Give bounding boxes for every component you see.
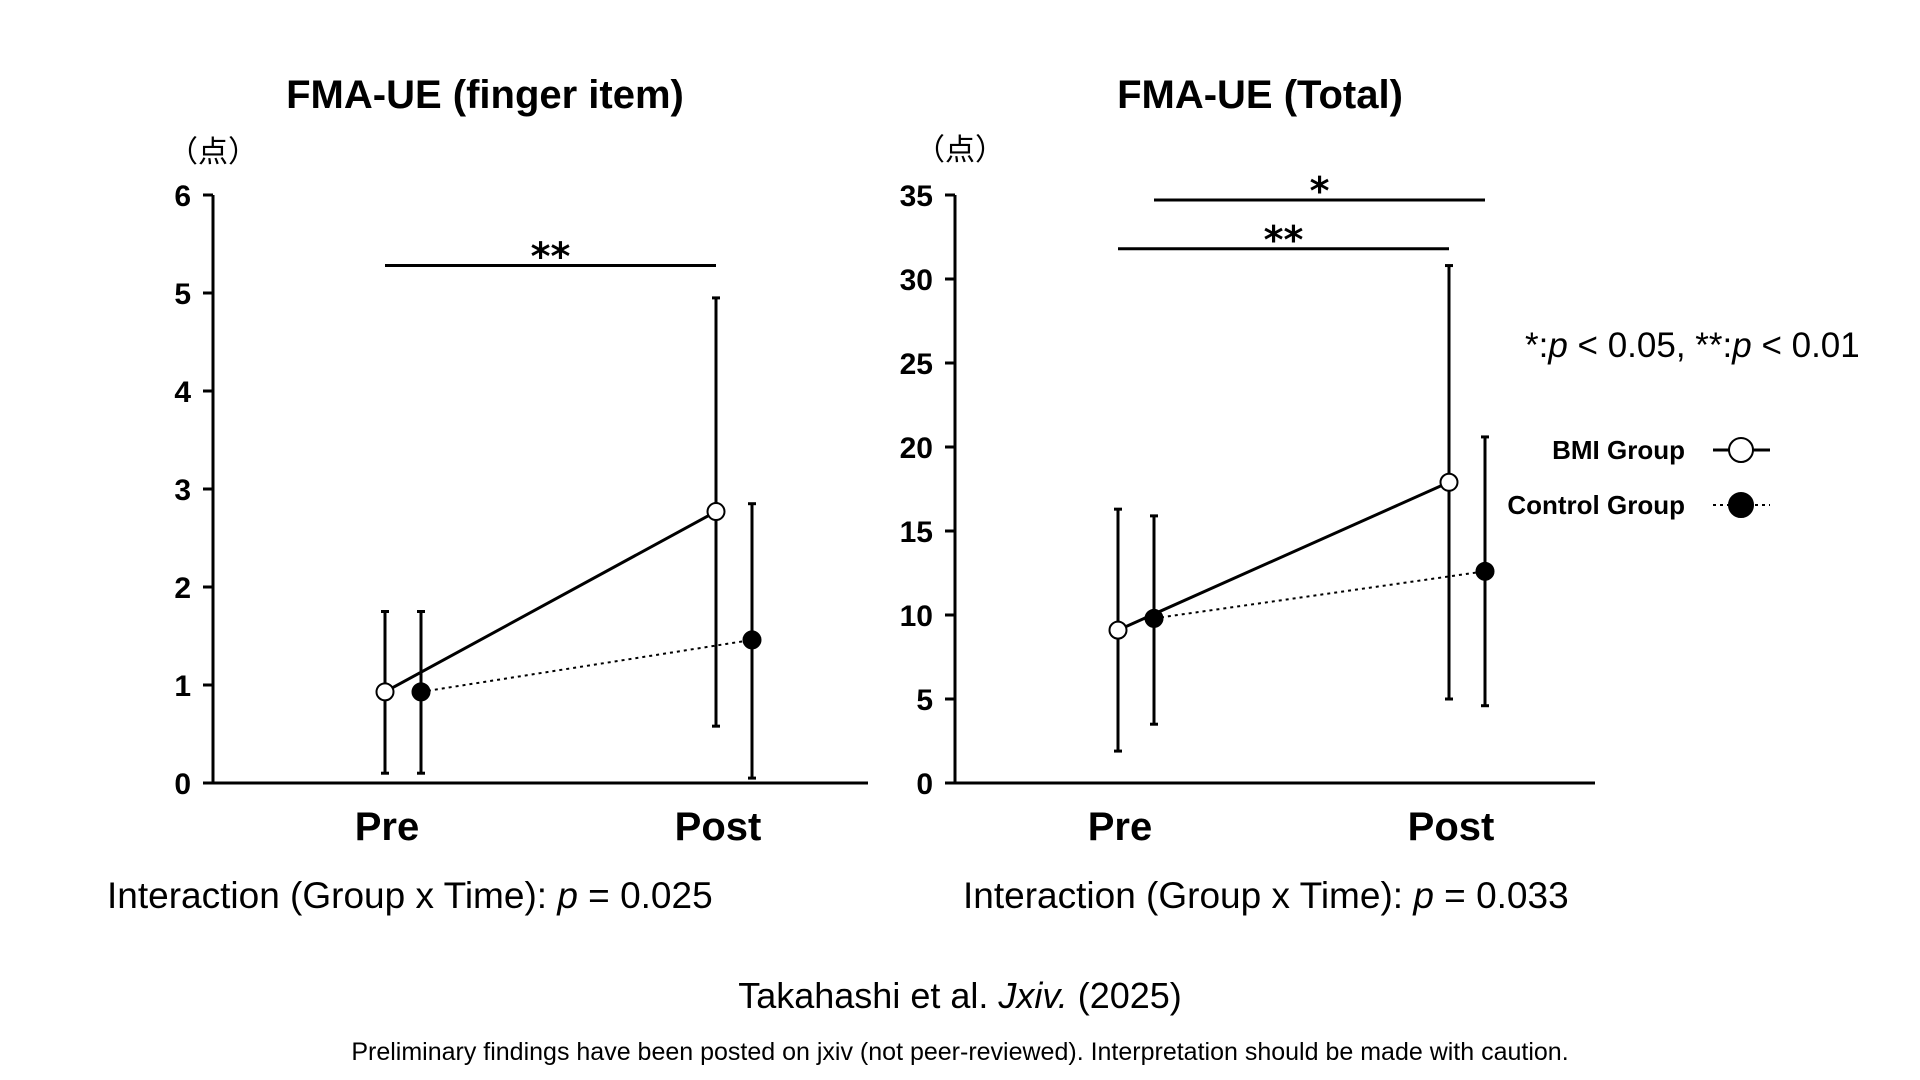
data-point-bmi — [1439, 472, 1459, 492]
citation-authors: Takahashi et al. — [738, 975, 999, 1016]
interaction-prefix: Interaction (Group x Time): — [107, 875, 557, 916]
significance-label: ** — [1264, 218, 1304, 262]
chart-title: FMA-UE (Total) — [1117, 73, 1403, 117]
interaction-value: = 0.025 — [578, 875, 713, 916]
legend-marker — [1728, 437, 1754, 463]
note-part: < 0.05, **: — [1568, 326, 1732, 365]
y-tick-label: 6 — [174, 180, 191, 213]
y-tick-label: 20 — [900, 432, 933, 465]
legend-label: Control Group — [1507, 490, 1685, 520]
interaction-text: Interaction (Group x Time): p = 0.033 — [963, 875, 1569, 916]
data-point-bmi — [1108, 620, 1128, 640]
y-tick-label: 3 — [174, 474, 191, 507]
y-tick-label: 30 — [900, 264, 933, 297]
legend-label: BMI Group — [1552, 435, 1685, 465]
y-tick-label: 2 — [174, 572, 191, 605]
legend-marker — [1728, 492, 1754, 518]
data-point-control — [742, 630, 762, 650]
data-point-bmi — [375, 682, 395, 702]
x-tick-label: Pre — [1088, 805, 1153, 849]
data-point-bmi — [706, 502, 726, 522]
interaction-prefix: Interaction (Group x Time): — [963, 875, 1413, 916]
y-tick-label: 10 — [900, 600, 933, 633]
disclaimer: Preliminary findings have been posted on… — [351, 1038, 1569, 1066]
legend: BMI Group Control Group — [1507, 435, 1770, 520]
series-line-bmi — [384, 510, 717, 694]
interaction-p: p — [556, 875, 578, 916]
x-tick-label: Pre — [355, 805, 420, 849]
citation-journal: Jxiv. — [998, 975, 1068, 1016]
interaction-value: = 0.033 — [1434, 875, 1569, 916]
citation: Takahashi et al. Jxiv. (2025) — [0, 975, 1920, 1017]
significance-note: *:p < 0.05, **:p < 0.01 — [1525, 326, 1860, 365]
series-line-control — [1153, 570, 1486, 620]
y-axis-unit-label: （点） — [915, 133, 1005, 168]
y-tick-label: 1 — [174, 670, 191, 703]
note-part: < 0.01 — [1752, 326, 1860, 365]
citation-year: (2025) — [1067, 975, 1182, 1016]
y-axis-unit-label: （点） — [168, 135, 258, 170]
interaction-p: p — [1412, 875, 1434, 916]
y-tick-label: 15 — [900, 516, 933, 549]
y-tick-label: 4 — [174, 376, 191, 409]
note-part: *: — [1525, 326, 1548, 365]
data-point-control — [411, 682, 431, 702]
y-tick-label: 35 — [900, 180, 933, 213]
series-line-control — [420, 638, 753, 693]
data-point-control — [1475, 561, 1495, 581]
data-point-control — [1144, 608, 1164, 628]
chart-title: FMA-UE (finger item) — [286, 73, 684, 117]
chart-panel-1: FMA-UE (finger item) （点） 0 1 2 3 4 5 6 Pre Post ** I… — [107, 73, 868, 916]
significance-label: ** — [531, 235, 571, 279]
y-tick-label: 25 — [900, 348, 933, 381]
y-tick-label: 0 — [174, 768, 191, 801]
note-part: p — [1731, 326, 1751, 365]
note-part: p — [1547, 326, 1567, 365]
significance-label: * — [1310, 169, 1330, 213]
x-tick-label: Post — [675, 805, 762, 849]
interaction-text: Interaction (Group x Time): p = 0.025 — [107, 875, 713, 916]
x-tick-label: Post — [1408, 805, 1495, 849]
y-tick-label: 5 — [916, 684, 933, 717]
y-tick-label: 0 — [916, 768, 933, 801]
y-tick-label: 5 — [174, 278, 191, 311]
series-line-bmi — [1117, 480, 1450, 632]
